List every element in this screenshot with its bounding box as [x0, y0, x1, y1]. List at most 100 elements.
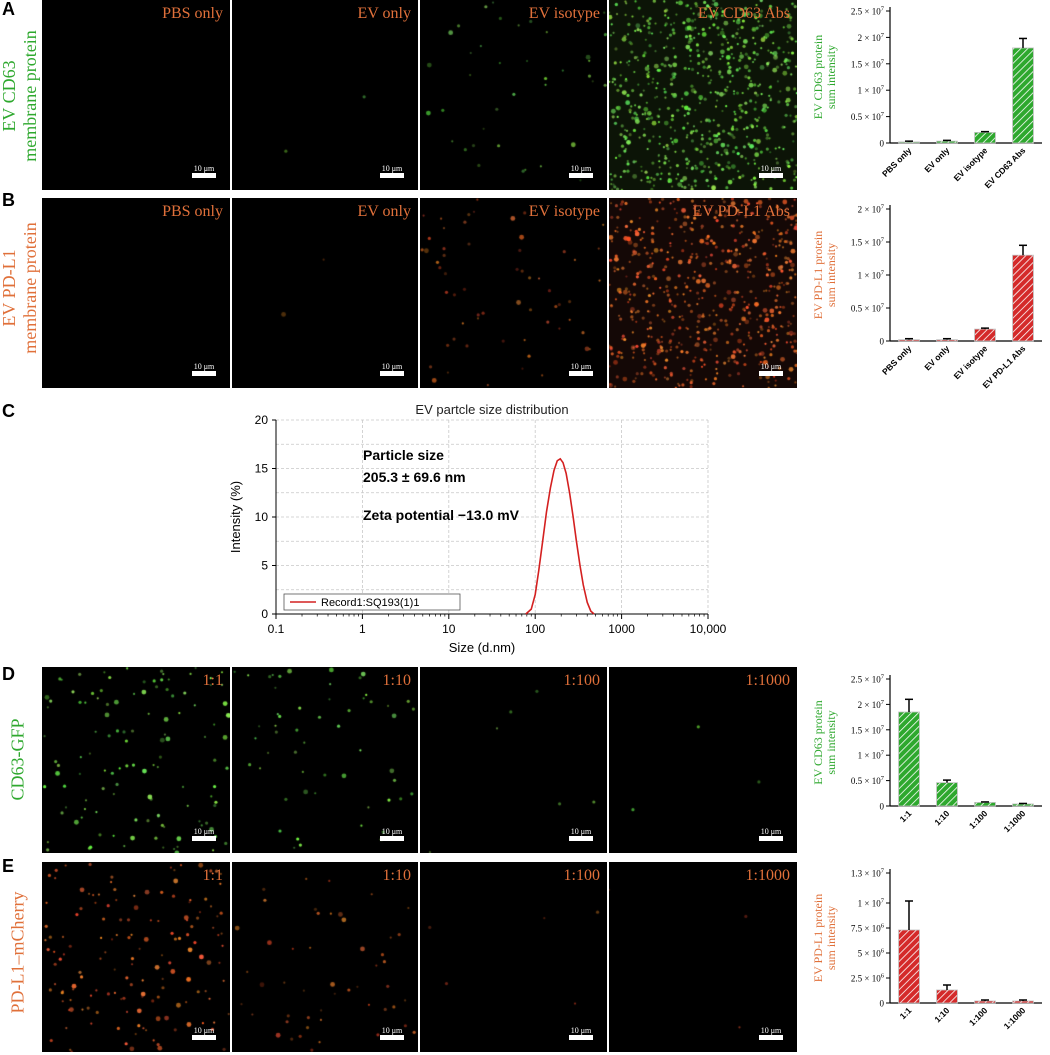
y-tick-label: 5 [261, 559, 268, 573]
scale-bar: 10 μm [569, 164, 593, 178]
micrograph-a-1: PBS only 10 μm [42, 0, 230, 190]
micrograph-d-4: 1:1000 10 μm [609, 667, 797, 853]
bar [1012, 1000, 1034, 1004]
scale-bar: 10 μm [380, 827, 404, 841]
bar [898, 929, 920, 1004]
image-label: 1:100 [563, 672, 600, 689]
y-axis-label: EV PD-L1 protein sum intensity [811, 231, 838, 319]
x-axis-label: Size (d.nm) [449, 640, 515, 655]
y-tick-label: 5 × 106 [858, 948, 885, 959]
y-axis-label-line: sum intensity [824, 243, 838, 307]
scale-bar-label: 10 μm [193, 1026, 215, 1035]
y-tick-label: 2.5 × 107 [851, 674, 885, 685]
image-label: EV isotype [528, 5, 600, 22]
x-tick-label: 1:10 [932, 1005, 951, 1024]
bar [974, 802, 996, 807]
bar [936, 782, 958, 807]
scale-bar: 10 μm [380, 164, 404, 178]
scale-bar: 10 μm [759, 1026, 783, 1040]
scale-bar-label: 10 μm [193, 827, 215, 836]
scale-bar-label: 10 μm [760, 827, 782, 836]
panel-letter-b: B [2, 190, 15, 210]
y-tick-label: 1 × 107 [858, 898, 885, 909]
y-tick-label: 2 × 107 [858, 32, 885, 43]
panel-letter-a: A [2, 0, 15, 19]
image-label: 1:1 [202, 867, 223, 884]
bar [936, 140, 958, 144]
y-tick-label: 10 [255, 510, 269, 524]
scale-bar: 10 μm [759, 827, 783, 841]
micrograph-e-3: 1:100 10 μm [420, 862, 607, 1052]
image-label: 1:1000 [745, 672, 790, 689]
x-tick-label: EV isotype [952, 343, 990, 381]
annotation-particle-size: Particle size [363, 447, 444, 463]
image-label: PBS only [162, 5, 223, 22]
x-tick-label: 1:1000 [1002, 808, 1028, 834]
image-label: EV only [357, 5, 411, 22]
y-tick-label: 2 × 107 [858, 699, 885, 710]
annotation-particle-size-value: 205.3 ± 69.6 nm [363, 469, 466, 485]
y-tick-label: 15 [255, 462, 269, 476]
bar [936, 339, 958, 342]
y-tick-label: 0 [880, 802, 885, 812]
bar [974, 1000, 996, 1004]
scale-bar: 10 μm [759, 164, 783, 178]
micrograph-a-4: EV CD63 Abs 10 μm [609, 0, 797, 190]
x-tick-label: 1:1 [898, 1005, 914, 1021]
image-label: EV only [357, 203, 411, 220]
x-tick-label: 10 [442, 622, 456, 636]
y-axis-label-line: EV PD-L1 protein [811, 231, 825, 319]
y-axis-label-line: EV PD-L1 protein [811, 894, 825, 982]
row-label-a-line2: membrane protein [20, 30, 40, 162]
y-tick-label: 1.3 × 107 [851, 868, 885, 879]
scale-bar: 10 μm [192, 1026, 216, 1040]
bar [1012, 47, 1034, 144]
y-axis-label: EV CD63 protein sum intensity [811, 35, 838, 119]
micrograph-b-2: EV only 10 μm [232, 198, 418, 388]
micrograph-e-4: 1:1000 10 μm [609, 862, 797, 1052]
micrograph-d-2: 1:10 10 μm [232, 667, 418, 853]
x-tick-label: EV CD63 Abs [982, 145, 1027, 190]
x-tick-label: 1000 [608, 622, 635, 636]
scale-bar: 10 μm [380, 1026, 404, 1040]
bar [1012, 803, 1034, 807]
x-tick-label: 1:10 [932, 808, 951, 827]
micrograph-a-3: EV isotype 10 μm [420, 0, 607, 190]
y-axis-label-line: sum intensity [824, 710, 838, 774]
micrograph-b-4: EV PD-L1 Abs 10 μm [609, 198, 797, 388]
row-label-e-line1: PD-L1–mCherry [7, 891, 28, 1014]
image-label: EV isotype [528, 203, 600, 220]
scale-bar-label: 10 μm [381, 827, 403, 836]
row-label-d: CD63-GFP [8, 700, 29, 820]
annotation-zeta-potential: Zeta potential −13.0 mV [363, 507, 520, 523]
scale-bar-label: 10 μm [760, 362, 782, 371]
y-axis-label-line: EV CD63 protein [811, 35, 825, 119]
x-tick-label: 1:1000 [1002, 1005, 1028, 1031]
bar [898, 339, 920, 342]
x-tick-label: EV only [922, 343, 951, 372]
y-tick-label: 1 × 107 [858, 270, 885, 281]
scale-bar-label: 10 μm [381, 164, 403, 173]
row-label-a-line1: EV CD63 [0, 60, 19, 132]
y-tick-label: 2.5 × 106 [851, 973, 885, 984]
image-label: PBS only [162, 203, 223, 220]
x-tick-label: PBS only [880, 343, 914, 377]
scale-bar-label: 10 μm [381, 1026, 403, 1035]
panel-letter-c: C [2, 401, 15, 421]
bar-chart-a: 0 0.5 × 107 1 × 107 1.5 × 107 2 × 107 2.5 × 1… [811, 6, 1042, 190]
y-axis-label-line: EV CD63 protein [811, 700, 825, 784]
y-tick-label: 0 [261, 607, 268, 621]
row-label-a: EV CD63 membrane protein [0, 21, 41, 171]
y-tick-label: 2.5 × 107 [851, 6, 885, 17]
y-tick-label: 0 [880, 337, 885, 347]
x-tick-label: 10,000 [690, 622, 727, 636]
scale-bar-label: 10 μm [570, 362, 592, 371]
scale-bar: 10 μm [759, 362, 783, 376]
y-axis-label: EV CD63 protein sum intensity [811, 700, 838, 784]
y-tick-label: 2 × 107 [858, 204, 885, 215]
image-label: 1:1 [202, 672, 223, 689]
scale-bar: 10 μm [192, 827, 216, 841]
scale-bar-label: 10 μm [760, 1026, 782, 1035]
chart-title: EV partcle size distribution [415, 402, 568, 417]
micrograph-b-1: PBS only 10 μm [42, 198, 230, 388]
